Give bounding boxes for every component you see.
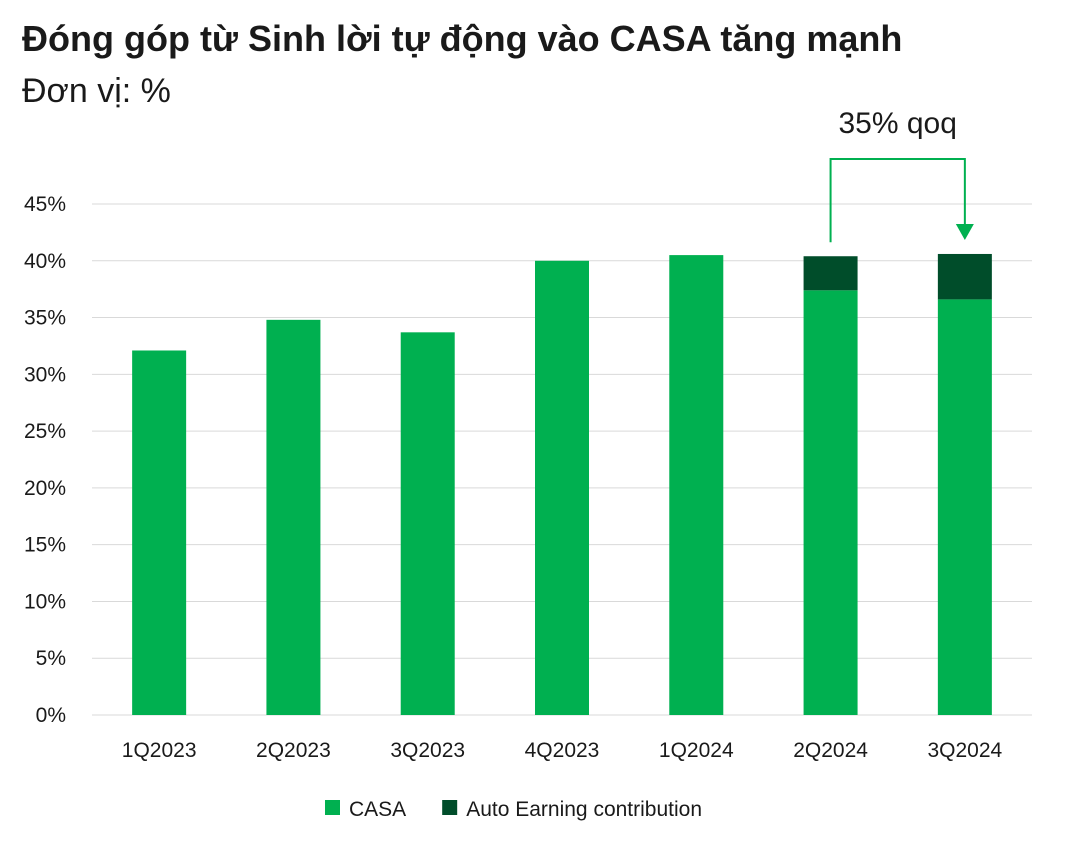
y-tick-label: 0% [36,704,66,727]
x-tick-label: 1Q2024 [659,739,734,762]
x-tick-label: 1Q2023 [122,739,197,762]
bar-casa [400,332,455,715]
legend-swatch-casa [325,800,340,815]
legend-label-casa: CASA [349,798,406,821]
bars [132,253,992,715]
bar-casa [937,299,992,715]
y-tick-label: 10% [24,590,66,613]
bar-casa [803,290,858,715]
x-tick-label: 2Q2023 [256,739,331,762]
y-tick-label: 20% [24,477,66,500]
y-axis: 0% 5% 10% 15% 20% 25% 30% 35% 40% 45% [24,193,66,727]
y-tick-label: 15% [24,534,66,557]
bar-auto-earning [803,256,858,291]
annotation-bracket [829,158,966,243]
legend-label-auto-earning: Auto Earning contribution [466,798,702,821]
x-tick-label: 3Q2023 [390,739,465,762]
bar-casa [669,255,724,715]
chart-subtitle: Đơn vị: % [22,72,171,110]
x-tick-label: 3Q2024 [927,739,1002,762]
y-tick-label: 30% [24,363,66,386]
y-tick-label: 5% [36,647,66,670]
y-tick-label: 25% [24,420,66,443]
legend-swatch-auto-earning [442,800,458,815]
y-tick-label: 35% [24,307,66,330]
annotation-arrowhead [955,223,974,240]
chart-title: Đóng góp từ Sinh lời tự động vào CASA tă… [22,18,903,59]
x-axis: 1Q2023 2Q2023 3Q2023 4Q2023 1Q2024 2Q2024 3Q20… [122,739,1003,762]
y-tick-label: 40% [24,250,66,273]
qoq-annotation: 35% qoq [829,107,974,243]
legend: CASA Auto Earning contribution [325,798,702,821]
y-tick-label: 45% [24,193,66,216]
annotation-label: 35% qoq [838,107,956,140]
bar-casa [132,350,187,715]
bar-casa [535,260,589,715]
x-tick-label: 4Q2023 [525,739,600,762]
bar-auto-earning [937,253,992,300]
bar-casa [266,319,321,715]
x-tick-label: 2Q2024 [793,739,868,762]
